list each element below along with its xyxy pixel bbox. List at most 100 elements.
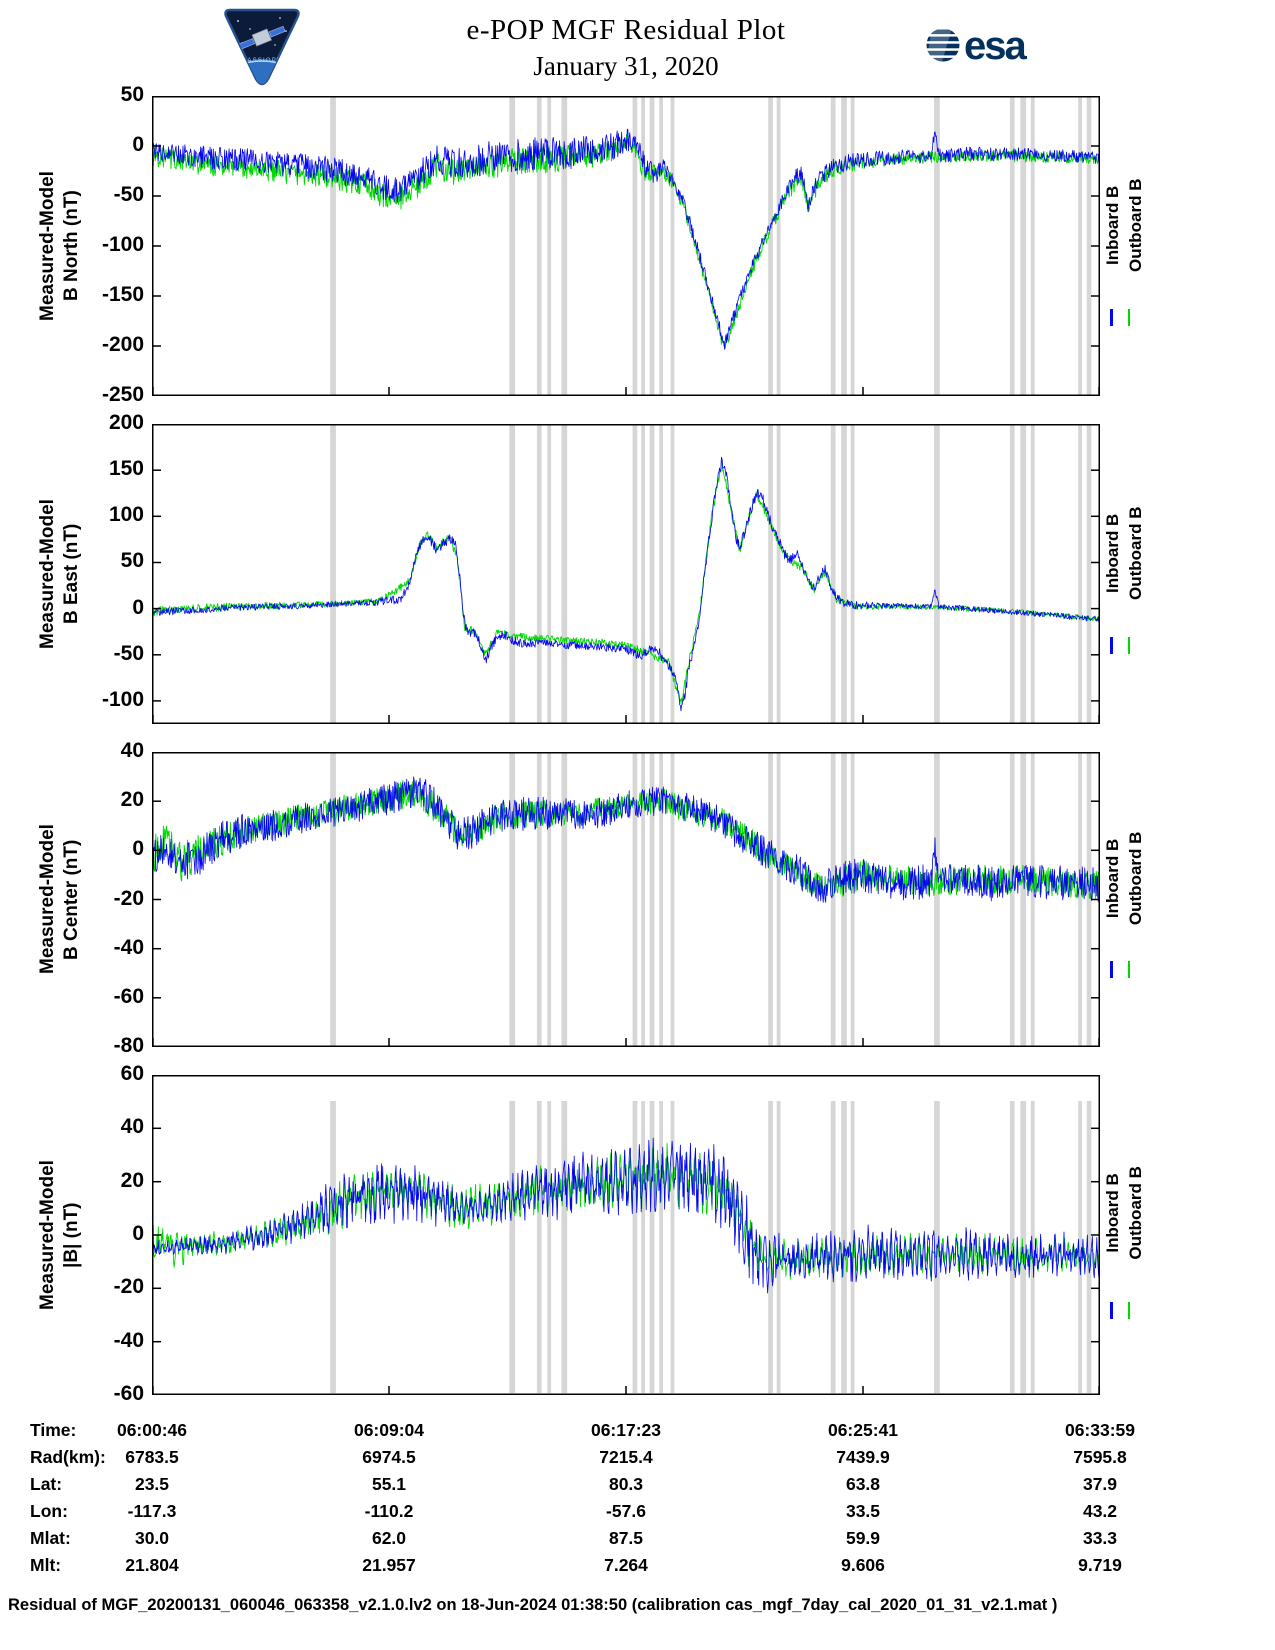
data-gap-band xyxy=(670,425,675,723)
data-gap-band xyxy=(1078,425,1082,723)
data-gap-band xyxy=(641,97,645,395)
data-gap-band xyxy=(776,425,781,723)
legend-outboard-label: Outboard B xyxy=(1125,178,1145,272)
series-inboard-b xyxy=(152,456,1100,712)
ephemeris-row-label: Lat: xyxy=(30,1474,63,1494)
data-gap-band xyxy=(850,425,855,723)
data-gap-band xyxy=(776,753,781,1046)
legend-color-marks xyxy=(1110,637,1130,654)
ephemeris-row: Mlat: 30.0 62.0 87.5 59.9 33.3 xyxy=(0,1528,1275,1555)
plot-area-b-center xyxy=(152,752,1100,1047)
y-tick-label: -100 xyxy=(101,233,144,256)
ephemeris-row: Rad(km): 6783.5 6974.5 7215.4 7439.9 7595.8 xyxy=(0,1447,1275,1474)
data-gap-band xyxy=(841,425,847,723)
data-gap-band xyxy=(330,753,336,1046)
data-gap-band xyxy=(547,753,552,1046)
data-gap-band xyxy=(561,753,568,1046)
y-tick-label: -60 xyxy=(113,984,144,1008)
mission-patch-label: CASSIOPE xyxy=(242,58,282,64)
ephemeris-cell: 6974.5 xyxy=(362,1447,416,1467)
y-tick-label: -50 xyxy=(113,641,144,665)
y-axis-label-line1: Measured-Model xyxy=(37,499,58,649)
data-gap-band xyxy=(841,753,847,1046)
legend-color-marks xyxy=(1110,961,1130,979)
data-gap-band xyxy=(641,753,645,1046)
data-gap-band xyxy=(830,425,836,723)
ephemeris-cell: 63.8 xyxy=(845,1474,881,1494)
y-tick-label: -60 xyxy=(113,1382,144,1405)
ephemeris-cell: 30.0 xyxy=(134,1528,170,1548)
esa-logo: esa xyxy=(922,20,1040,75)
y-tick-label: -80 xyxy=(113,1034,144,1057)
y-tick-label: 20 xyxy=(120,1168,144,1192)
series-inboard-b xyxy=(152,776,1100,903)
y-tick-label: 50 xyxy=(120,83,144,106)
inboard-color-mark xyxy=(1110,961,1113,979)
ephemeris-cell: 37.9 xyxy=(1082,1474,1118,1494)
legend-outboard-label: Outboard B xyxy=(1125,1165,1145,1260)
legend-inboard-label: Inboard B xyxy=(1103,839,1122,919)
ephemeris-cell: 7595.8 xyxy=(1073,1447,1127,1467)
legend-inboard-label: Inboard B xyxy=(1103,185,1122,265)
y-tick-label: 0 xyxy=(132,837,144,861)
ephemeris-row-label: Mlat: xyxy=(30,1528,71,1548)
data-gap-band xyxy=(659,425,663,723)
ephemeris-cell: 06:00:46 xyxy=(116,1420,188,1440)
data-gap-band xyxy=(632,97,638,395)
series-inboard-b xyxy=(152,128,1100,350)
y-axis-label-line2: B Center (nT) xyxy=(60,839,82,960)
ephemeris-row-label: Time: xyxy=(30,1420,77,1440)
ephemeris-cell: 80.3 xyxy=(608,1474,644,1494)
chart-panel-b-north: Measured-Model B North (nT) 50 0 -50 -100 -1… xyxy=(0,83,1275,406)
data-gap-band xyxy=(330,1101,336,1393)
outboard-color-mark xyxy=(1127,961,1130,979)
plot-frame xyxy=(152,96,1100,396)
data-gap-band xyxy=(776,97,781,395)
chart-panel-b-magnitude: Measured-Model |B| (nT) 60 40 20 0 -20 -40 -60… xyxy=(0,1062,1275,1405)
y-axis-label-b-center: Measured-Model B Center (nT) xyxy=(36,752,84,1047)
ephemeris-cell: 23.5 xyxy=(134,1474,170,1494)
series-outboard-b xyxy=(152,133,1100,349)
y-tick-label: -100 xyxy=(101,687,144,711)
ephemeris-row: Time: 06:00:46 06:09:04 06:17:23 06:25:41 06:… xyxy=(0,1420,1275,1447)
y-axis-label-line1: Measured-Model xyxy=(37,824,58,975)
data-gap-band xyxy=(536,425,542,723)
data-gap-band xyxy=(547,425,552,723)
legend: Inboard B Outboard B xyxy=(1102,466,1148,640)
data-gap-band xyxy=(632,753,638,1046)
ephemeris-cell: 06:33:59 xyxy=(1064,1420,1136,1440)
data-gap-band xyxy=(509,425,516,723)
y-tick-label: -40 xyxy=(113,1328,144,1352)
data-gap-band xyxy=(649,425,655,723)
data-gap-band xyxy=(670,1101,675,1393)
inboard-color-mark xyxy=(1110,1302,1113,1320)
y-tick-label: -50 xyxy=(113,183,144,206)
ephemeris-cell: 55.1 xyxy=(371,1474,407,1494)
esa-wordmark: esa xyxy=(964,24,1027,68)
page-subtitle: January 31, 2020 xyxy=(533,51,719,81)
page-title: e-POP MGF Residual Plot xyxy=(466,14,786,46)
data-gap-band xyxy=(561,1101,568,1393)
data-gap-band xyxy=(659,1101,663,1393)
legend-inboard-label: Inboard B xyxy=(1103,513,1122,593)
y-tick-label: 40 xyxy=(120,1115,144,1139)
cassiope-mission-patch: CASSIOPE xyxy=(220,5,304,96)
data-gap-band xyxy=(830,97,836,395)
esa-logo-icon: esa xyxy=(926,24,1029,68)
plot-area-b-magnitude xyxy=(152,1075,1100,1395)
data-gap-band xyxy=(1086,97,1092,395)
y-tick-label: -150 xyxy=(101,283,144,306)
legend: Inboard B Outboard B xyxy=(1102,138,1148,312)
data-gap-band xyxy=(1020,97,1027,395)
y-tick-label: 0 xyxy=(132,1222,144,1245)
ephemeris-cell: 06:25:41 xyxy=(827,1420,899,1440)
y-tick-label: -20 xyxy=(113,1275,144,1299)
y-axis-label-line2: |B| (nT) xyxy=(60,1202,82,1268)
data-gap-band xyxy=(547,97,552,395)
ephemeris-cell: 7439.9 xyxy=(836,1447,890,1467)
ephemeris-cell: 9.719 xyxy=(1078,1555,1122,1575)
data-gap-band xyxy=(1030,97,1035,395)
plot-frame xyxy=(152,1075,1100,1395)
y-tick-label: 20 xyxy=(120,788,144,812)
